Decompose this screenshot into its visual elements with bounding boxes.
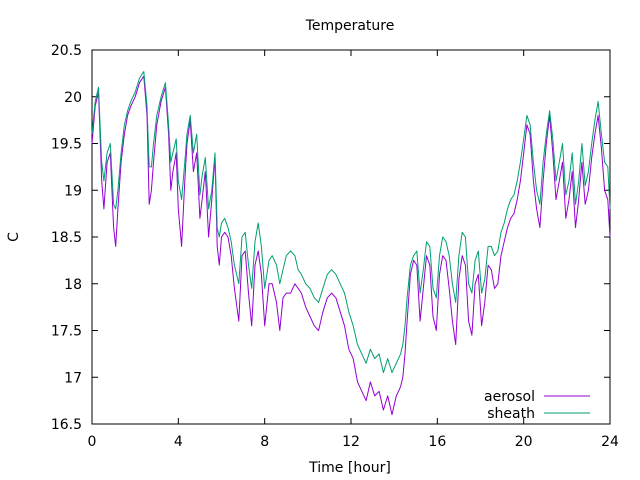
y-tick-label: 20.5: [51, 43, 82, 59]
x-axis-ticks: 0 4 8 12 16 20 24: [88, 50, 619, 450]
x-tick-label: 16: [428, 434, 446, 450]
series-lines: [91, 71, 611, 416]
plot-frame: [91, 49, 611, 425]
chart-title: Temperature: [305, 18, 395, 34]
x-tick-label: 20: [515, 434, 533, 450]
y-axis-label: C: [6, 232, 22, 242]
series-line-sheath: [91, 71, 611, 374]
y-tick-label: 17.5: [51, 324, 82, 340]
y-tick-label: 20: [64, 90, 82, 106]
y-tick-label: 17: [64, 370, 82, 386]
series-line-aerosol: [91, 75, 611, 416]
y-axis-ticks: 16.5 17 17.5 18 18.5 19 19.5 20 20.5: [51, 43, 610, 433]
legend-label-aerosol: aerosol: [484, 389, 535, 405]
x-tick-label: 24: [601, 434, 619, 450]
x-tick-label: 0: [88, 434, 97, 450]
y-tick-label: 19: [64, 183, 82, 199]
y-tick-label: 19.5: [51, 137, 82, 153]
y-tick-label: 18.5: [51, 230, 82, 246]
x-tick-label: 12: [342, 434, 360, 450]
legend-label-sheath: sheath: [487, 406, 535, 422]
x-tick-label: 8: [260, 434, 269, 450]
y-tick-label: 16.5: [51, 417, 82, 433]
x-axis-label: Time [hour]: [308, 460, 391, 476]
x-tick-label: 4: [174, 434, 183, 450]
y-tick-label: 18: [64, 277, 82, 293]
